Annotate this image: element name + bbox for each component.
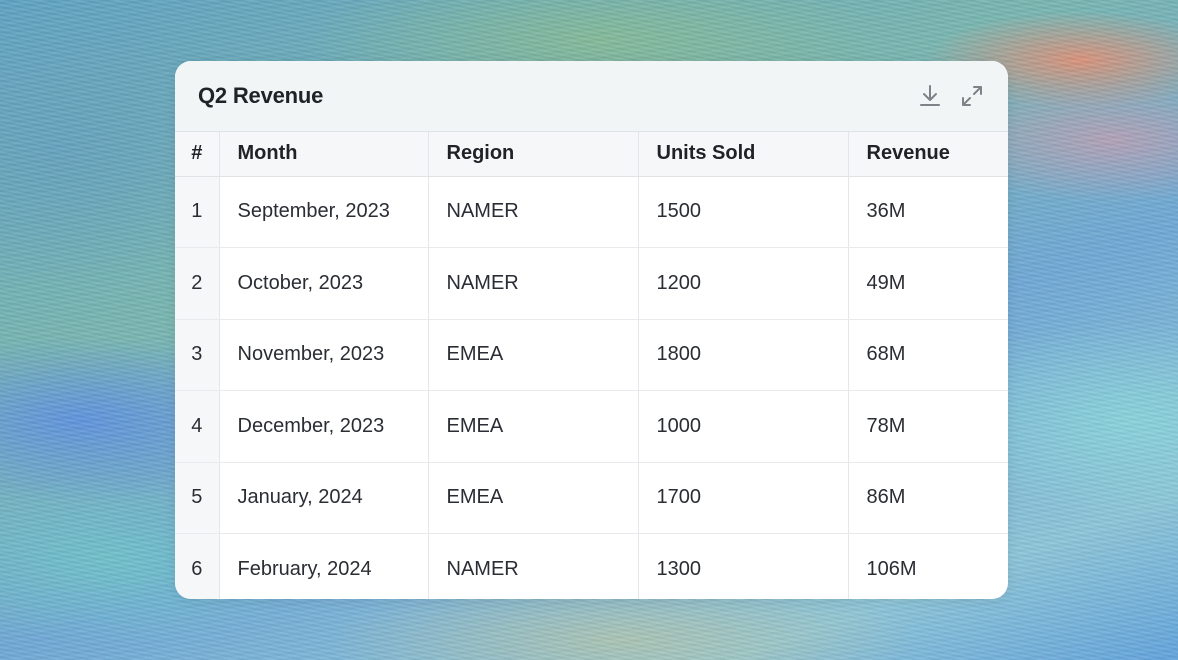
revenue-cell[interactable]: 36M [848, 176, 1008, 248]
units-sold-cell[interactable]: 1700 [638, 462, 849, 534]
column-header-index[interactable]: # [175, 132, 220, 177]
column-header-region[interactable]: Region [428, 132, 639, 177]
month-cell[interactable]: December, 2023 [219, 390, 429, 463]
revenue-cell[interactable]: 86M [848, 462, 1008, 534]
month-cell[interactable]: November, 2023 [219, 319, 429, 391]
table-header-row: # Month Region Units Sold Revenue [175, 132, 1008, 177]
region-cell[interactable]: EMEA [428, 462, 639, 534]
table-row[interactable]: 5 January, 2024 EMEA 1700 86M [175, 462, 1008, 534]
download-icon [920, 85, 940, 106]
row-index-cell: 6 [175, 533, 220, 599]
units-sold-cell[interactable]: 1200 [638, 247, 849, 320]
table-row[interactable]: 3 November, 2023 EMEA 1800 68M [175, 319, 1008, 391]
month-cell[interactable]: October, 2023 [219, 247, 429, 320]
column-header-revenue[interactable]: Revenue [848, 132, 1008, 177]
revenue-cell[interactable]: 68M [848, 319, 1008, 391]
region-cell[interactable]: NAMER [428, 176, 639, 248]
revenue-table: # Month Region Units Sold Revenue 1 Sept… [175, 132, 1008, 599]
revenue-cell[interactable]: 78M [848, 390, 1008, 463]
card-header: Q2 Revenue [175, 61, 1008, 132]
table-row[interactable]: 2 October, 2023 NAMER 1200 49M [175, 247, 1008, 320]
units-sold-cell[interactable]: 1800 [638, 319, 849, 391]
units-sold-cell[interactable]: 1000 [638, 390, 849, 463]
row-index-cell: 2 [175, 247, 220, 320]
region-cell[interactable]: NAMER [428, 533, 639, 599]
region-cell[interactable]: EMEA [428, 390, 639, 463]
data-table-card: Q2 Revenue [175, 61, 1008, 599]
table-row[interactable]: 6 February, 2024 NAMER 1300 106M [175, 533, 1008, 599]
table-row[interactable]: 4 December, 2023 EMEA 1000 78M [175, 390, 1008, 463]
header-actions [916, 82, 986, 110]
region-cell[interactable]: NAMER [428, 247, 639, 320]
row-index-cell: 1 [175, 176, 220, 248]
revenue-cell[interactable]: 106M [866, 558, 917, 580]
month-cell[interactable]: January, 2024 [219, 462, 429, 534]
units-sold-cell[interactable]: 1300 [638, 533, 849, 599]
expand-icon [962, 86, 982, 106]
units-sold-cell[interactable]: 1500 [638, 176, 849, 248]
column-header-month[interactable]: Month [219, 132, 429, 177]
download-button[interactable] [916, 82, 944, 110]
row-index-cell: 4 [175, 390, 220, 463]
row-index-cell: 3 [175, 319, 220, 391]
column-header-units-sold[interactable]: Units Sold [638, 132, 849, 177]
revenue-cell[interactable]: 49M [848, 247, 1008, 320]
month-cell[interactable]: September, 2023 [219, 176, 429, 248]
row-index-cell: 5 [175, 462, 220, 534]
month-cell[interactable]: February, 2024 [219, 533, 429, 599]
card-title: Q2 Revenue [198, 83, 324, 108]
region-cell[interactable]: EMEA [428, 319, 639, 391]
table-row[interactable]: 1 September, 2023 NAMER 1500 36M [175, 176, 1008, 248]
expand-button[interactable] [958, 82, 986, 110]
